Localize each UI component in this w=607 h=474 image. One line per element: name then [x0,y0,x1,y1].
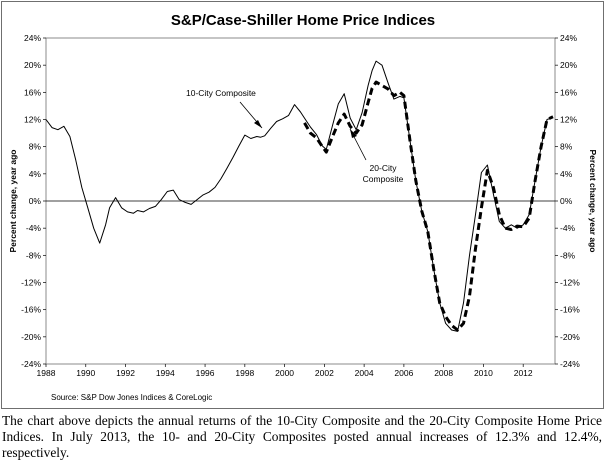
y-tick-label-right: 12% [560,115,577,125]
y-tick-label-left: -24% [21,359,41,369]
y-tick-label-right: -20% [560,332,580,342]
annotation-20-city-line1: 20-City [370,163,398,173]
y-tick-label-left: 16% [24,87,41,97]
x-tick-label: 1994 [156,368,175,378]
series-line-20-city-composite [303,80,554,332]
y-tick-label-right: 4% [560,169,573,179]
y-tick-label-left: 24% [24,33,41,43]
x-tick-label: 2000 [275,368,294,378]
x-tick-label: 1992 [116,368,135,378]
x-tick-label: 2012 [514,368,533,378]
annotation-10-city: 10-City Composite [186,88,256,98]
y-tick-label-left: 8% [29,142,42,152]
y-tick-label-left: 20% [24,60,41,70]
chart: S&P/Case-Shiller Home Price Indices 24%2… [8,12,598,402]
y-tick-label-left: 4% [29,169,42,179]
y-tick-label-left: -16% [21,305,41,315]
series-line-10-city-composite [45,60,554,332]
x-tick-label: 2004 [355,368,374,378]
y-tick-label-right: -8% [560,250,576,260]
y-tick-label-left: -12% [21,278,41,288]
y-tick-label-right: -16% [560,305,580,315]
y-tick-label-right: 0% [560,196,573,206]
y-tick-label-right: -4% [560,223,576,233]
y-tick-label-left: -20% [21,332,41,342]
x-tick-label: 1998 [235,368,254,378]
x-tick-label: 2010 [474,368,493,378]
arrowhead-icon [254,120,262,128]
x-tick-label: 2008 [434,368,453,378]
x-tick-label: 1996 [196,368,215,378]
x-axis: 1988 1990 1992 1994 1996 1998 2000 2002 2004 2006… [37,364,533,378]
caption: The chart above depicts the annual retur… [2,413,602,460]
y-tick-label-right: 20% [560,60,577,70]
x-tick-label: 1988 [37,368,56,378]
y-tick-label-left: 12% [24,115,41,125]
arrowhead-icon [350,129,357,138]
chart-frame [1,1,604,409]
source-note: Source: S&P Dow Jones Indices & CoreLogi… [51,393,212,402]
right-axis: 24% 20% 16% 12% 8% 4% 0% -4% -8% -12% -16% -20% -24% [555,33,580,369]
right-axis-label: Percent change, year ago [588,150,598,253]
y-tick-label-left: 0% [29,196,42,206]
left-axis-label: Percent change, year ago [8,150,18,253]
annotation-20-city-line2: Composite [363,174,404,184]
left-axis: 24% 20% 16% 12% 8% 4% 0% -4% -8% -12% -16% -20% -24% [21,33,46,369]
x-tick-label: 2006 [394,368,413,378]
y-tick-label-left: -8% [26,250,42,260]
x-tick-label: 2002 [315,368,334,378]
y-tick-label-right: 24% [560,33,577,43]
y-tick-label-left: -4% [26,223,42,233]
y-tick-label-right: -24% [560,359,580,369]
chart-title: S&P/Case-Shiller Home Price Indices [171,12,435,29]
x-tick-label: 1990 [76,368,95,378]
y-tick-label-right: 16% [560,87,577,97]
y-tick-label-right: 8% [560,142,573,152]
y-tick-label-right: -12% [560,278,580,288]
